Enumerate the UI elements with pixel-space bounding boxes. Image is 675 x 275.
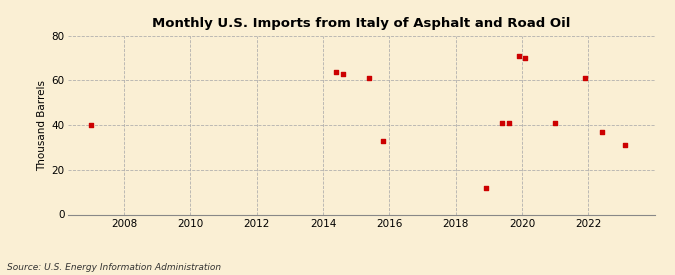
Point bbox=[513, 54, 524, 58]
Point bbox=[338, 72, 348, 76]
Title: Monthly U.S. Imports from Italy of Asphalt and Road Oil: Monthly U.S. Imports from Italy of Aspha… bbox=[152, 17, 570, 31]
Point bbox=[480, 185, 491, 190]
Point bbox=[504, 121, 514, 125]
Point bbox=[596, 130, 607, 134]
Point bbox=[85, 123, 96, 127]
Point bbox=[364, 76, 375, 80]
Point bbox=[377, 139, 388, 143]
Point bbox=[550, 121, 561, 125]
Y-axis label: Thousand Barrels: Thousand Barrels bbox=[37, 80, 47, 170]
Point bbox=[580, 76, 591, 80]
Point bbox=[497, 121, 508, 125]
Text: Source: U.S. Energy Information Administration: Source: U.S. Energy Information Administ… bbox=[7, 263, 221, 272]
Point bbox=[520, 56, 531, 60]
Point bbox=[620, 143, 630, 147]
Point bbox=[331, 69, 342, 74]
